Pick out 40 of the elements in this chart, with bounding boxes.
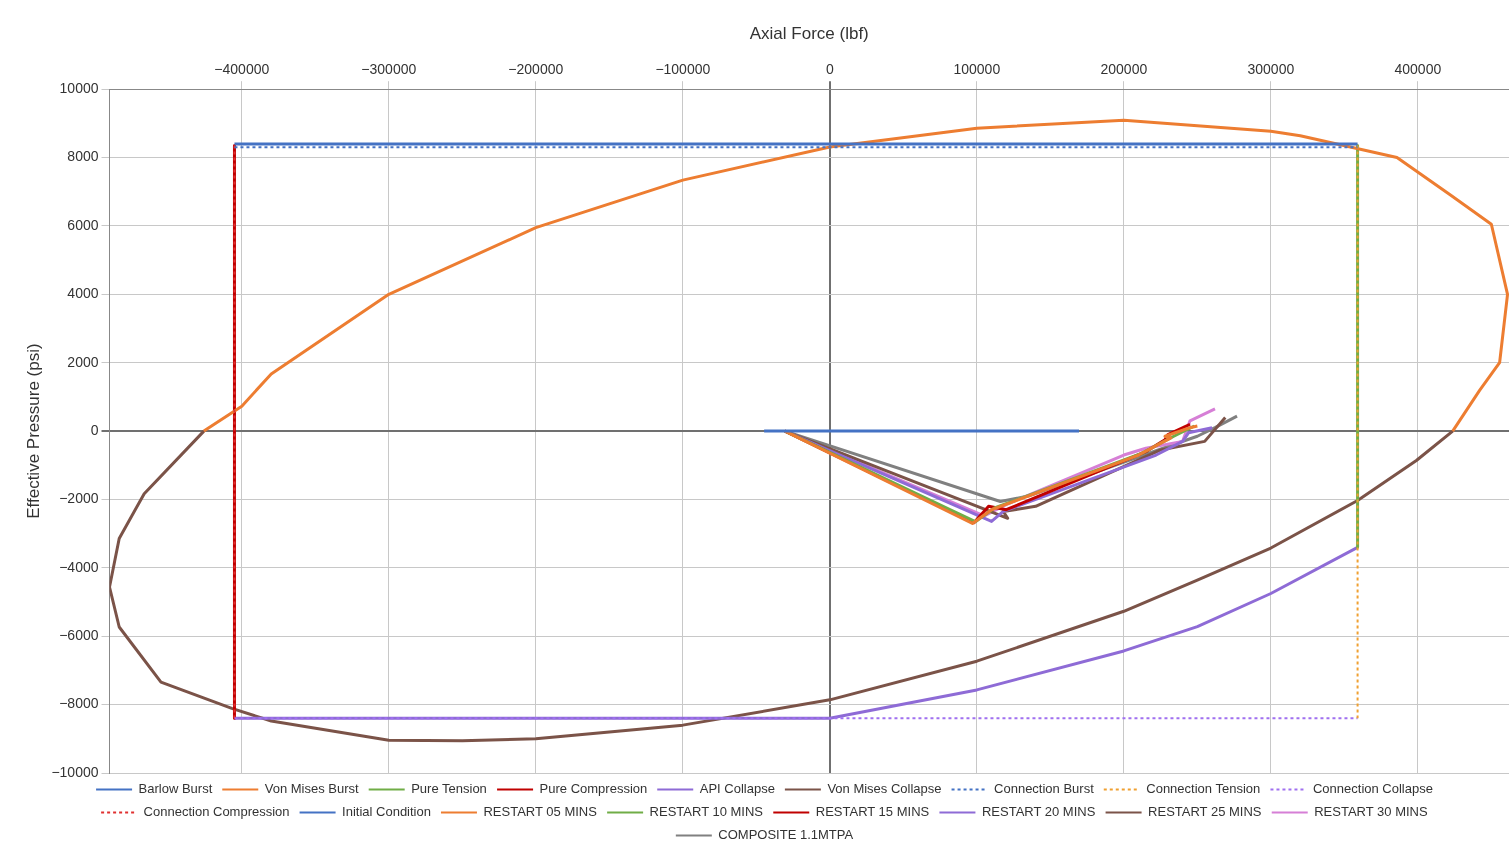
y-tick-label: 2000 [67, 353, 99, 370]
y-tick-label: 8000 [67, 148, 99, 165]
y-tick-label: −6000 [59, 627, 99, 644]
x-tick-label: 100000 [953, 60, 1001, 77]
legend-label: RESTART 25 MINS [1148, 804, 1262, 820]
y-tick-label: 10000 [59, 80, 99, 97]
legend-label: RESTART 30 MINS [1314, 804, 1428, 820]
legend-label: Initial Condition [342, 804, 431, 820]
legend-label: Connection Compression [143, 804, 290, 820]
legend-label: Von Mises Collapse [827, 781, 942, 797]
x-tick-label: −400000 [214, 60, 270, 77]
legend-label: COMPOSITE 1.1MTPA [718, 827, 854, 843]
x-tick-label: 200000 [1100, 60, 1148, 77]
legend-label: Pure Compression [539, 781, 648, 797]
legend-label: Connection Burst [994, 781, 1095, 797]
y-tick-label: 6000 [67, 216, 99, 233]
y-tick-label: −2000 [59, 490, 99, 507]
legend-label: RESTART 10 MINS [649, 804, 764, 820]
legend-label: Von Mises Burst [264, 781, 360, 797]
x-tick-label: 300000 [1247, 60, 1295, 77]
legend-label: Pure Tension [411, 781, 487, 797]
y-tick-label: −8000 [59, 695, 99, 712]
y-tick-label: −10000 [51, 763, 99, 780]
legend-label: RESTART 15 MINS [815, 804, 930, 820]
y-axis-title: Effective Pressure (psi) [23, 343, 43, 519]
x-axis-title: Axial Force (lbf) [749, 23, 869, 43]
x-tick-label: 0 [825, 60, 834, 77]
y-tick-label: −4000 [59, 558, 99, 575]
legend-label: RESTART 05 MINS [483, 804, 598, 820]
y-tick-label: 4000 [67, 285, 99, 302]
legend-label: API Collapse [699, 781, 775, 797]
x-tick-label: −300000 [361, 60, 417, 77]
legend-label: Connection Tension [1146, 781, 1261, 797]
y-tick-label: 0 [90, 421, 99, 438]
legend-label: RESTART 20 MINS [981, 804, 1096, 820]
x-tick-label: −100000 [655, 60, 711, 77]
legend-label: Connection Collapse [1312, 781, 1433, 797]
x-tick-label: 400000 [1394, 60, 1442, 77]
legend-label: Barlow Burst [138, 781, 213, 797]
x-tick-label: −200000 [508, 60, 564, 77]
